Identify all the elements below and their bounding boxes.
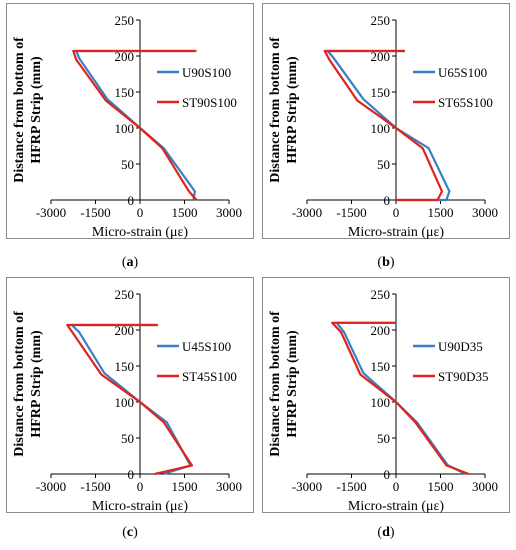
y-tick-label: 150	[115, 359, 135, 374]
y-tick-label: 150	[371, 359, 391, 374]
y-tick-label: 100	[371, 121, 391, 136]
y-tick-label: 250	[371, 287, 391, 302]
x-tick-label: 3000	[472, 205, 498, 220]
y-tick-label: 250	[115, 287, 135, 302]
legend-label: ST90D35	[438, 369, 489, 384]
y-tick-label: 200	[371, 49, 391, 64]
x-axis-label: Micro-strain (με)	[348, 225, 445, 240]
x-tick-label: 0	[137, 205, 144, 220]
x-axis-label: Micro-strain (με)	[92, 225, 189, 240]
y-axis-label: Distance from bottom of HFRP Strip (mm)	[12, 311, 44, 457]
y-tick-label: 200	[115, 323, 135, 338]
x-axis-label: Micro-strain (με)	[92, 499, 189, 514]
y-tick-label: 100	[115, 121, 135, 136]
y-tick-label: 0	[384, 467, 391, 482]
y-axis-label: Distance from bottom of HFRP Strip (mm)	[268, 311, 300, 457]
x-tick-label: -3000	[292, 479, 322, 494]
x-tick-label: -3000	[36, 205, 66, 220]
chart-svg-b: 0 50 100 150 200 250 -3000 -1500 0 1500 3000 Micro-…	[268, 13, 498, 240]
y-tick-label: 0	[128, 193, 135, 208]
chart-svg-c: 0 50 100 150 200 250 -3000 -1500 0 1500 3000 Micro-…	[12, 287, 242, 514]
chart-panel-a: 0 50 100 150 200 250 -3000 -1500 0 1500 3000 Micro-…	[6, 3, 254, 240]
y-tick-label: 200	[371, 323, 391, 338]
legend-label: ST45S100	[182, 369, 237, 384]
chart-svg-d: 0 50 100 150 200 250 -3000 -1500 0 1500 3000 Micro-…	[268, 287, 498, 514]
legend-label: U65S100	[438, 65, 487, 80]
y-axis-label: Distance from bottom of HFRP Strip (mm)	[12, 37, 44, 183]
series-line-U90D35	[335, 321, 467, 475]
legend-label: U45S100	[182, 339, 231, 354]
x-tick-label: 3000	[216, 479, 242, 494]
chart-svg-a: 0 50 100 150 200 250 -3000 -1500 0 1500 3000 Micro-…	[12, 13, 242, 240]
x-tick-label: 1500	[428, 205, 454, 220]
chart-panel-c: 0 50 100 150 200 250 -3000 -1500 0 1500 3000 Micro-…	[6, 277, 254, 514]
y-tick-label: 100	[115, 395, 135, 410]
x-tick-label: -1500	[336, 205, 366, 220]
x-tick-label: -3000	[36, 479, 66, 494]
x-axis-label: Micro-strain (με)	[348, 499, 445, 514]
x-tick-label: 0	[137, 479, 144, 494]
legend-label: ST65S100	[438, 95, 493, 110]
panel-caption-b: (b)	[377, 255, 395, 270]
legend-label: ST90S100	[182, 95, 237, 110]
x-tick-label: 0	[393, 479, 400, 494]
x-tick-label: 0	[393, 205, 400, 220]
x-tick-label: 1500	[172, 479, 198, 494]
series-line-ST65S100	[323, 49, 444, 202]
x-tick-label: -3000	[292, 205, 322, 220]
x-tick-label: -1500	[80, 205, 110, 220]
y-tick-label: 0	[384, 193, 391, 208]
y-tick-label: 200	[115, 49, 135, 64]
panel-caption-c: (c)	[122, 525, 138, 540]
x-tick-label: -1500	[80, 479, 110, 494]
panel-caption-d: (d)	[377, 525, 395, 540]
y-tick-label: 250	[371, 13, 391, 28]
panel-caption-a: (a)	[121, 255, 139, 270]
y-tick-label: 150	[371, 85, 391, 100]
chart-panel-b: 0 50 100 150 200 250 -3000 -1500 0 1500 3000 Micro-…	[262, 3, 510, 240]
series-line-ST90D35	[331, 321, 470, 476]
y-tick-label: 100	[371, 395, 391, 410]
y-tick-label: 50	[121, 431, 134, 446]
y-tick-label: 50	[377, 431, 390, 446]
series-line-ST45S100	[66, 323, 193, 476]
legend-label: U90S100	[182, 65, 231, 80]
y-tick-label: 50	[377, 157, 390, 172]
y-tick-label: 150	[115, 85, 135, 100]
x-tick-label: 1500	[172, 205, 198, 220]
y-tick-label: 250	[115, 13, 135, 28]
y-axis-label: Distance from bottom of HFRP Strip (mm)	[268, 37, 300, 183]
series-line-ST90S100	[72, 49, 198, 201]
y-tick-label: 50	[121, 157, 134, 172]
x-tick-label: 1500	[428, 479, 454, 494]
y-tick-label: 0	[128, 467, 135, 482]
x-tick-label: -1500	[336, 479, 366, 494]
x-tick-label: 3000	[472, 479, 498, 494]
x-tick-label: 3000	[216, 205, 242, 220]
legend-label: U90D35	[438, 339, 483, 354]
chart-panel-d: 0 50 100 150 200 250 -3000 -1500 0 1500 3000 Micro-…	[262, 277, 510, 514]
